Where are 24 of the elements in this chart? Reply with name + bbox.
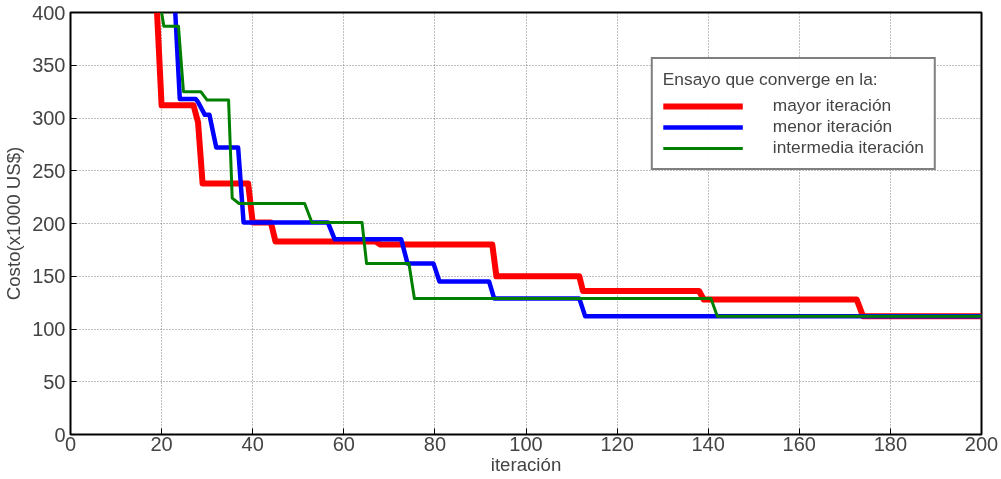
x-axis-title: iteración <box>490 453 562 475</box>
y-tick-label: 400 <box>32 1 66 24</box>
y-tick-label: 200 <box>32 212 66 235</box>
y-tick-label: 250 <box>32 159 66 182</box>
y-tick-label: 300 <box>32 107 66 129</box>
x-tick-label: 20 <box>150 432 173 455</box>
x-tick-label: 80 <box>423 432 447 455</box>
x-tick-label: 140 <box>691 432 725 455</box>
x-tick-label: 180 <box>873 432 908 455</box>
legend-label: mayor iteración <box>772 95 892 116</box>
x-tick-label: 60 <box>332 432 355 455</box>
legend-label: intermedia iteración <box>772 137 924 158</box>
y-axis-title: Costo(x1000 US$) <box>3 146 25 301</box>
x-tick-label: 160 <box>782 432 816 455</box>
y-tick-label: 100 <box>32 318 66 340</box>
x-tick-label: 100 <box>509 432 543 455</box>
y-tick-label: 50 <box>43 370 66 393</box>
legend-title: Ensayo que converge en la: <box>662 69 879 90</box>
legend-label: menor iteración <box>772 116 893 137</box>
x-tick-label: 120 <box>600 432 634 455</box>
y-tick-label: 350 <box>32 54 66 77</box>
x-tick-label: 200 <box>964 432 999 455</box>
x-tick-label: 40 <box>241 432 264 455</box>
y-tick-label: 150 <box>32 265 66 288</box>
